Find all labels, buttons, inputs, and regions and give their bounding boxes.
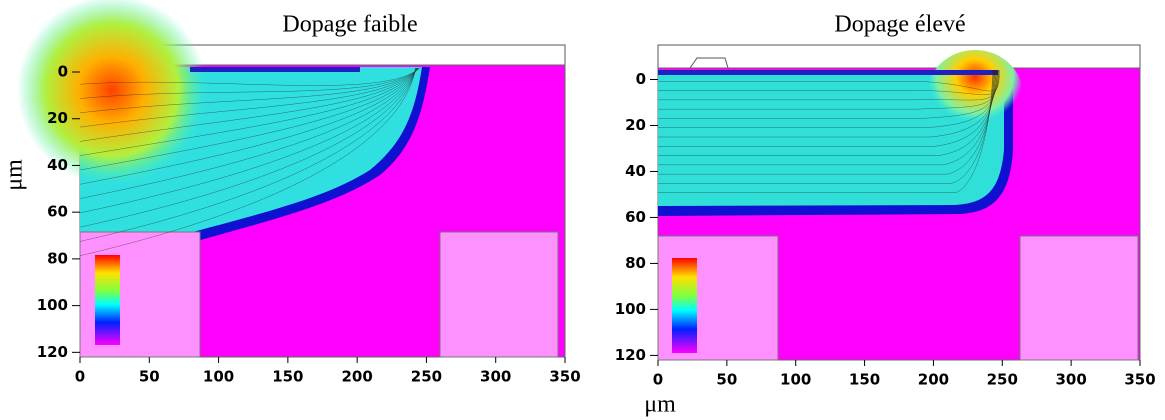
- contour: [658, 69, 1000, 95]
- x-tick-label: 350: [549, 368, 580, 386]
- contour: [79, 67, 418, 199]
- contour: [658, 69, 996, 156]
- contour: [79, 67, 420, 114]
- contour: [658, 69, 998, 110]
- x-tick-label: 300: [480, 368, 511, 386]
- x-tick-label: 350: [1124, 371, 1155, 389]
- x-tick-label: 250: [411, 368, 442, 386]
- y-tick-label: 60: [47, 203, 68, 221]
- x-tick-label: 50: [139, 368, 160, 386]
- x-tick-label: 50: [716, 371, 737, 389]
- y-tick-label: 0: [58, 63, 68, 81]
- contour: [79, 67, 419, 156]
- field-right: [657, 44, 1141, 361]
- chart-title: Dopage élevé: [834, 12, 965, 38]
- y-tick-label: 0: [636, 70, 646, 88]
- contour: [658, 69, 997, 138]
- y-tick-label: 120: [37, 343, 68, 361]
- contour: [658, 69, 1000, 92]
- y-tick-label: 100: [615, 300, 646, 318]
- contour: [79, 67, 420, 86]
- x-tick-label: 100: [780, 371, 811, 389]
- contour: [79, 67, 419, 128]
- y-tick-label: 20: [47, 109, 68, 127]
- contour: [79, 67, 416, 242]
- contour: [658, 69, 999, 101]
- contour: [658, 69, 997, 128]
- contour: [79, 67, 418, 171]
- contour: [658, 69, 996, 147]
- contour: [79, 67, 418, 185]
- x-tick-label: 150: [849, 371, 880, 389]
- x-tick-label: 300: [1055, 371, 1086, 389]
- x-tick-label: 100: [203, 368, 234, 386]
- x-tick-label: 0: [653, 371, 663, 389]
- y-tick-label: 40: [625, 162, 646, 180]
- x-tick-label: 0: [75, 368, 85, 386]
- field-left: [17, 0, 566, 358]
- contour-lines: [79, 67, 1000, 256]
- y-tick-label: 120: [615, 346, 646, 364]
- x-axis-label: μm: [644, 392, 676, 418]
- y-tick-label: 40: [47, 156, 68, 174]
- contour: [79, 67, 417, 214]
- x-tick-label: 200: [918, 371, 949, 389]
- y-tick-label: 60: [625, 208, 646, 226]
- x-tick-label: 250: [987, 371, 1018, 389]
- x-tick-label: 150: [272, 368, 303, 386]
- contour: [658, 69, 995, 166]
- chart-title: Dopage faible: [282, 12, 417, 38]
- y-axis-label: μm: [2, 159, 28, 191]
- contour: [79, 67, 416, 256]
- y-tick-label: 100: [37, 296, 68, 314]
- y-tick-label: 80: [625, 254, 646, 272]
- y-tick-label: 80: [47, 249, 68, 267]
- x-tick-label: 200: [341, 368, 372, 386]
- y-tick-label: 20: [625, 116, 646, 134]
- contour: [658, 69, 998, 119]
- contour: [79, 67, 417, 228]
- contour: [79, 67, 420, 99]
- contour: [79, 67, 419, 142]
